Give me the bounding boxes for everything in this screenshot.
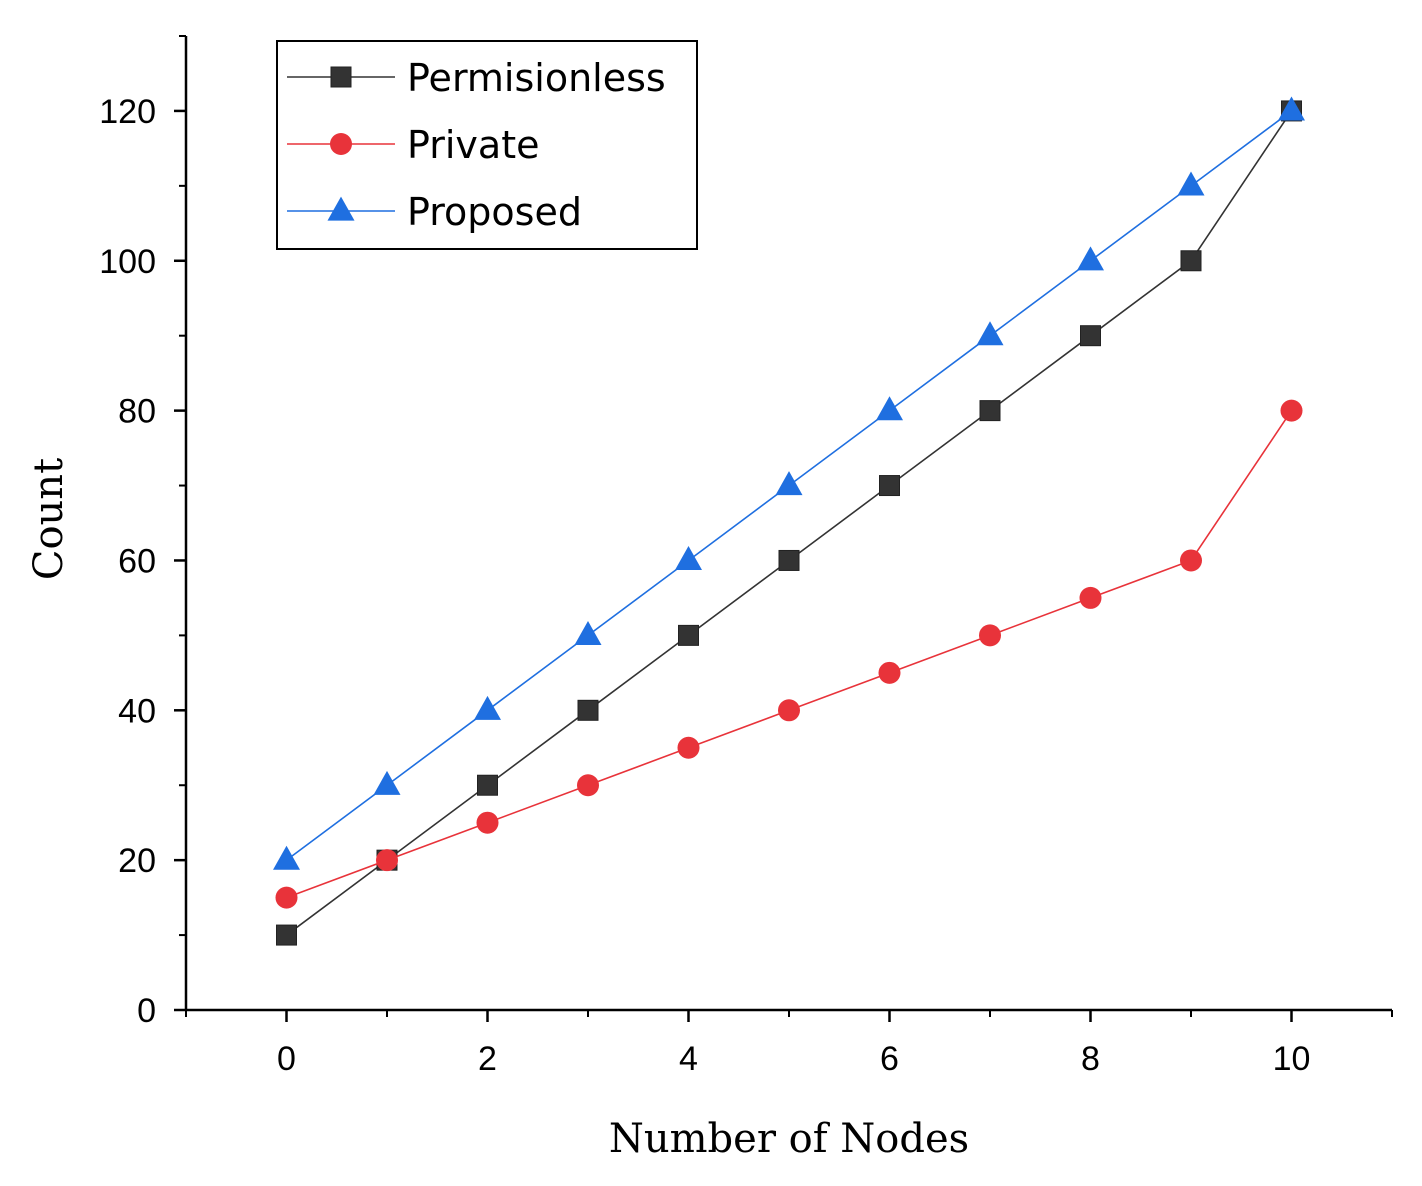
legend-marker	[330, 66, 352, 88]
data-point	[979, 400, 1001, 422]
legend-entry: Private	[287, 123, 539, 167]
x-tick-label: 8	[1081, 1040, 1100, 1078]
legend: Permisionless Private Proposed	[276, 40, 698, 250]
y-tick-label: 120	[99, 93, 156, 131]
data-point	[574, 620, 602, 645]
data-point	[778, 699, 800, 722]
x-tick-label: 2	[478, 1040, 497, 1078]
x-tick-label: 4	[679, 1040, 698, 1078]
y-tick-label: 60	[118, 542, 156, 580]
y-tick-label: 40	[118, 692, 156, 730]
data-point	[474, 695, 501, 720]
legend-label: Private	[407, 123, 539, 167]
data-point	[577, 774, 599, 797]
legend-entry: Permisionless	[287, 56, 666, 100]
y-tick-label: 20	[118, 842, 156, 880]
data-point	[1180, 549, 1202, 572]
legend-marker	[327, 196, 355, 221]
x-tick-label: 10	[1273, 1040, 1311, 1078]
y-tick-label: 0	[137, 992, 156, 1030]
data-point	[778, 549, 800, 571]
series-private	[275, 399, 1303, 909]
data-point	[678, 624, 699, 646]
legend-entry: Proposed	[287, 190, 582, 234]
data-point	[373, 770, 401, 795]
data-point	[1077, 246, 1104, 271]
data-point	[1079, 586, 1102, 609]
data-point	[878, 661, 901, 684]
legend-marker	[330, 133, 352, 155]
data-point	[675, 546, 702, 571]
y-tick-label: 80	[118, 393, 156, 431]
x-axis-title: Number of Nodes	[609, 1116, 969, 1162]
legend-label: Proposed	[407, 190, 582, 234]
data-point	[876, 396, 903, 421]
data-point	[1180, 250, 1202, 272]
data-point	[275, 886, 298, 909]
data-point	[677, 736, 700, 759]
series-proposed	[273, 96, 1305, 870]
data-point	[775, 471, 803, 496]
x-tick-label: 0	[277, 1040, 296, 1078]
x-tick-label: 6	[880, 1040, 899, 1078]
y-tick-label: 100	[99, 243, 156, 281]
data-point	[1278, 96, 1305, 121]
data-point	[1280, 399, 1303, 422]
data-point	[577, 699, 599, 721]
data-point	[976, 321, 1004, 346]
data-point	[376, 849, 398, 872]
data-point	[477, 774, 498, 796]
data-point	[273, 845, 300, 870]
data-point	[1080, 325, 1101, 347]
data-point	[879, 475, 900, 497]
data-point	[979, 624, 1001, 647]
data-point	[1177, 171, 1205, 196]
y-axis-title: Count	[26, 458, 72, 580]
data-point	[276, 924, 297, 946]
legend-label: Permisionless	[407, 56, 666, 100]
series-group	[273, 96, 1305, 946]
data-point	[476, 811, 499, 834]
